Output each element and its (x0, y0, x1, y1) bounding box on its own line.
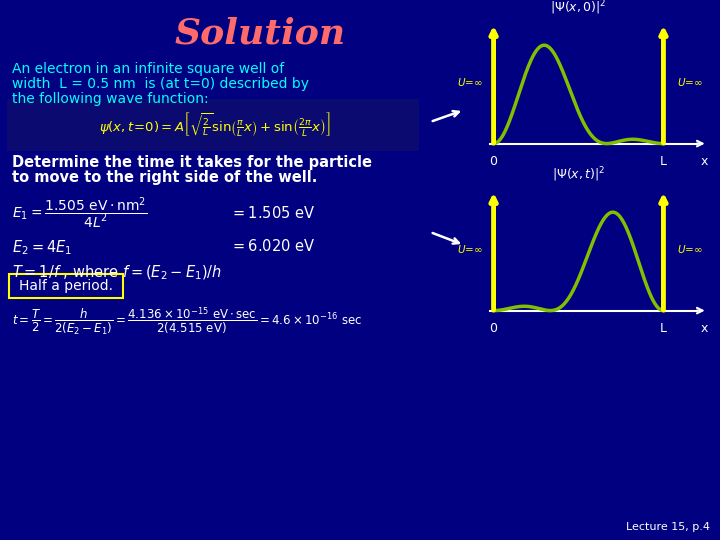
Text: $= 1.505\ \mathrm{eV}$: $= 1.505\ \mathrm{eV}$ (230, 205, 315, 221)
Text: width  L = 0.5 nm  is (at t=0) described by: width L = 0.5 nm is (at t=0) described b… (12, 77, 309, 91)
Text: $E_2 = 4E_1$: $E_2 = 4E_1$ (12, 238, 72, 256)
FancyBboxPatch shape (7, 99, 419, 151)
FancyBboxPatch shape (9, 274, 123, 298)
Text: $T = 1/f$ , where $f = (E_2-E_1)/h$: $T = 1/f$ , where $f = (E_2-E_1)/h$ (12, 264, 222, 282)
Text: L: L (660, 155, 667, 168)
Text: $U\!=\!\infty$: $U\!=\!\infty$ (456, 243, 483, 255)
Text: $\psi(x,t\!=\!0)=A\left[\sqrt{\frac{2}{L}}\sin\!\left(\frac{\pi}{L}x\right)+\sin: $\psi(x,t\!=\!0)=A\left[\sqrt{\frac{2}{L… (99, 110, 331, 138)
Text: $U\!=\!\infty$: $U\!=\!\infty$ (678, 243, 704, 255)
Text: 0: 0 (490, 155, 498, 168)
Text: $U\!=\!\infty$: $U\!=\!\infty$ (456, 76, 483, 88)
Text: the following wave function:: the following wave function: (12, 92, 209, 106)
Text: Half a period.: Half a period. (19, 279, 113, 293)
Text: x: x (701, 322, 708, 335)
Text: $U\!=\!\infty$: $U\!=\!\infty$ (678, 76, 704, 88)
Text: Determine the time it takes for the particle: Determine the time it takes for the part… (12, 155, 372, 170)
Text: Lecture 15, p.4: Lecture 15, p.4 (626, 522, 710, 532)
Text: L: L (660, 322, 667, 335)
Text: $|\Psi(x,0)|^2$: $|\Psi(x,0)|^2$ (550, 0, 607, 17)
Text: Solution: Solution (174, 17, 346, 51)
Text: 0: 0 (490, 322, 498, 335)
Text: $|\Psi(x,t)|^2$: $|\Psi(x,t)|^2$ (552, 166, 606, 184)
Text: x: x (701, 155, 708, 168)
Text: An electron in an infinite square well of: An electron in an infinite square well o… (12, 62, 284, 76)
Text: to move to the right side of the well.: to move to the right side of the well. (12, 170, 318, 185)
Text: $E_1 = \dfrac{1.505\ \mathrm{eV\cdot nm^2}}{4L^2}$: $E_1 = \dfrac{1.505\ \mathrm{eV\cdot nm^… (12, 195, 148, 231)
Text: $= 6.020\ \mathrm{eV}$: $= 6.020\ \mathrm{eV}$ (230, 238, 315, 254)
Text: $t = \dfrac{T}{2} = \dfrac{h}{2(E_2-E_1)} = \dfrac{4.136\times10^{-15}\ \mathrm{: $t = \dfrac{T}{2} = \dfrac{h}{2(E_2-E_1)… (12, 306, 362, 339)
